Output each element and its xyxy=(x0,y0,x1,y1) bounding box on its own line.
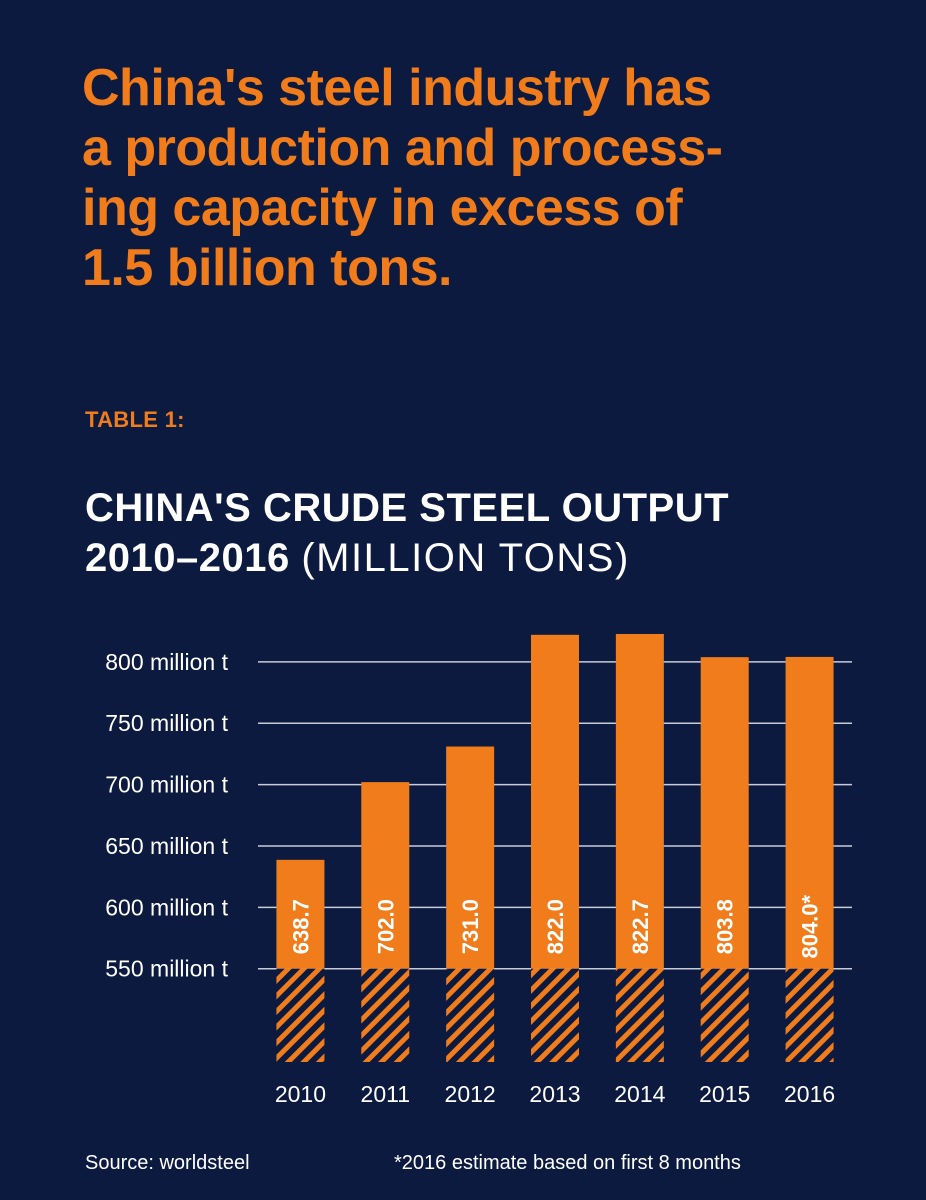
chart-title-unit: (MILLION TONS) xyxy=(301,536,630,580)
headline-line: ing capacity in excess of xyxy=(82,179,683,237)
x-tick-label: 2013 xyxy=(529,1081,580,1107)
bar-hatched-base xyxy=(276,968,325,1062)
bar-hatched-base xyxy=(531,968,579,1062)
bar-hatched-base xyxy=(700,968,749,1062)
headline: China's steel industry has a production … xyxy=(82,58,802,298)
x-tick-label: 2015 xyxy=(699,1081,750,1107)
headline-line: China's steel industry has xyxy=(82,59,712,117)
bar xyxy=(700,657,749,969)
y-tick-label: 600 million t xyxy=(105,894,228,920)
x-tick-label: 2014 xyxy=(614,1081,665,1107)
data-label: 822.7 xyxy=(628,899,653,954)
x-tick-label: 2010 xyxy=(275,1081,326,1107)
data-label: 638.7 xyxy=(288,899,313,954)
data-label: 803.8 xyxy=(713,899,738,954)
chart-title-years: 2010–2016 xyxy=(85,536,290,580)
footnote: *2016 estimate based on first 8 months xyxy=(394,1152,741,1174)
y-tick-label: 650 million t xyxy=(105,833,228,859)
bar xyxy=(446,746,495,969)
y-tick-label: 700 million t xyxy=(105,772,228,798)
y-tick-label: 800 million t xyxy=(105,649,228,675)
bar-hatched-base xyxy=(361,968,410,1062)
x-tick-label: 2016 xyxy=(784,1081,835,1107)
chart-title: CHINA'S CRUDE STEEL OUTPUT 2010–2016 (MI… xyxy=(85,483,729,583)
bar xyxy=(361,782,410,969)
x-tick-label: 2012 xyxy=(445,1081,496,1107)
bar-hatched-base xyxy=(446,968,495,1062)
data-label: 702.0 xyxy=(373,899,398,954)
y-tick-label: 550 million t xyxy=(105,956,228,982)
bar xyxy=(785,656,834,969)
bar xyxy=(615,633,664,969)
bar xyxy=(276,859,325,969)
headline-line: a production and process- xyxy=(82,119,723,177)
bar-hatched-base xyxy=(615,968,664,1062)
data-label: 804.0* xyxy=(798,894,823,958)
data-label: 822.0 xyxy=(543,899,568,954)
bar xyxy=(531,634,579,969)
source-note: Source: worldsteel xyxy=(85,1152,250,1174)
data-label: 731.0 xyxy=(458,899,483,954)
bar-hatched-base xyxy=(785,968,834,1062)
headline-line: 1.5 billion tons. xyxy=(82,239,452,297)
table-label: TABLE 1: xyxy=(85,407,185,432)
x-tick-label: 2011 xyxy=(361,1081,410,1107)
y-tick-label: 750 million t xyxy=(105,710,228,736)
chart-title-line1: CHINA'S CRUDE STEEL OUTPUT xyxy=(85,486,730,530)
bar-chart: 550 million t 600 million t 650 million t 7… xyxy=(105,633,852,1107)
